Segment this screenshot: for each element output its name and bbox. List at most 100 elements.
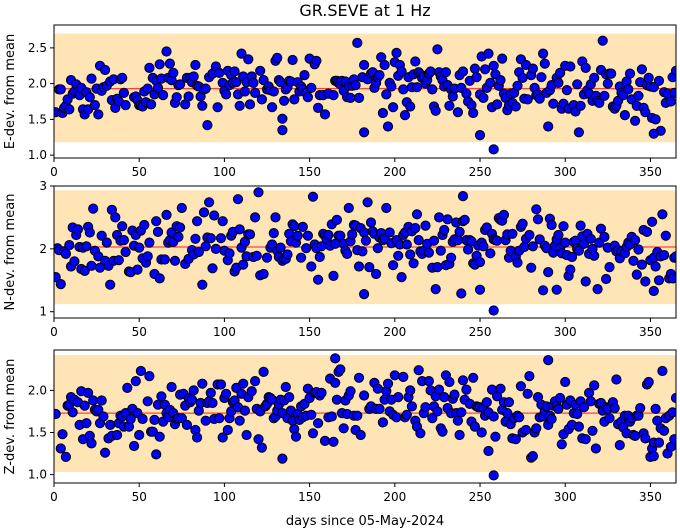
data-point [476,427,487,438]
data-point [382,121,394,132]
data-point [653,75,665,86]
data-point [648,285,659,297]
x-tick-label: 50 [132,325,147,339]
data-point [502,408,513,419]
data-point [471,72,482,83]
data-point [435,245,446,256]
data-point [301,243,312,254]
data-point [381,89,392,100]
data-point [229,66,240,77]
data-point [657,209,668,220]
data-point [277,453,288,464]
data-point [96,230,107,241]
data-point [328,90,339,101]
data-point [236,48,247,59]
data-point [630,115,641,126]
data-point [512,257,523,268]
data-point [169,255,181,266]
data-point [214,413,225,424]
data-point [81,241,92,252]
data-point [405,385,416,396]
data-point [640,107,651,118]
data-point [573,127,585,138]
data-point [353,372,365,383]
data-point [151,449,162,460]
data-point [166,381,177,393]
data-point [566,251,578,263]
data-point [524,371,535,382]
data-point [602,78,613,89]
data-point [667,407,676,418]
data-point [217,432,228,443]
data-point [442,214,453,225]
data-point [258,268,269,280]
data-point [452,235,463,246]
data-point [517,72,528,84]
data-point [280,381,291,393]
data-point [515,381,527,392]
data-point [457,191,469,202]
data-point [231,77,242,88]
data-point [350,80,361,91]
data-point [84,227,95,238]
data-point [432,44,443,55]
data-point [331,214,342,225]
data-point [306,261,317,272]
data-point [452,107,463,118]
data-point [388,260,399,271]
data-point [553,403,564,414]
data-point [589,250,600,261]
x-tick-label: 250 [469,325,492,339]
x-tick-label: 150 [298,165,321,179]
data-point [573,245,585,256]
data-point [250,212,261,223]
data-point [365,217,377,228]
data-point [665,96,676,107]
data-point [188,71,199,82]
data-point [110,212,121,223]
data-point [335,364,346,375]
data-point [359,127,370,138]
data-point [55,279,66,290]
data-point [578,238,590,249]
data-point [454,429,465,441]
data-point [215,379,227,390]
data-point [643,376,654,388]
data-point [204,197,215,208]
data-point [84,92,95,103]
data-point [526,262,537,273]
data-point [572,408,583,420]
data-point [297,221,308,232]
data-point [481,397,492,408]
data-point [81,418,92,429]
data-point [427,84,438,95]
data-point [631,269,642,280]
data-point [200,83,211,94]
data-point [457,375,469,386]
data-point [112,429,123,441]
data-point [647,216,658,227]
data-point [444,100,455,111]
x-tick-label: 200 [383,165,406,179]
data-point [478,92,489,104]
data-point [599,90,610,101]
data-point [449,389,460,400]
data-point [345,92,356,104]
data-point [328,270,339,281]
data-point [401,409,412,420]
data-point [551,284,562,295]
data-point [69,256,80,267]
data-point [183,91,194,102]
data-point [432,406,443,417]
data-point [234,415,245,426]
data-point [234,224,245,235]
data-point [362,197,373,208]
data-point [543,267,554,278]
data-point [207,263,218,274]
x-tick-label: 50 [132,490,147,504]
data-point [144,371,155,382]
axes-frame [53,349,677,484]
data-point [198,207,210,218]
data-point [176,413,187,424]
data-point [86,260,97,271]
